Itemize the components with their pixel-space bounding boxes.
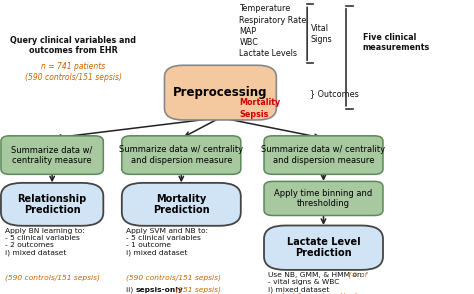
- Text: Query clinical variables and
outcomes from EHR: Query clinical variables and outcomes fr…: [10, 36, 137, 55]
- FancyBboxPatch shape: [1, 183, 103, 226]
- Text: Apply BN learning to:
- 5 clinical variables
- 2 outcomes
i) mixed dataset: Apply BN learning to: - 5 clinical varia…: [5, 228, 84, 256]
- FancyBboxPatch shape: [122, 183, 241, 226]
- Text: Summarize data w/ centrality
and dispersion measure: Summarize data w/ centrality and dispers…: [119, 146, 243, 165]
- Text: control & sepsis patients
varies w/ bin & thresh): control & sepsis patients varies w/ bin …: [268, 293, 361, 294]
- Text: (590 controls/151 sepsis): (590 controls/151 sepsis): [126, 275, 220, 281]
- Text: Relationship
Prediction: Relationship Prediction: [18, 193, 87, 215]
- Text: (590 controls/151 sepsis): (590 controls/151 sepsis): [5, 275, 100, 281]
- Text: (151 sepsis): (151 sepsis): [173, 287, 221, 293]
- Text: ii): ii): [126, 287, 135, 293]
- Text: Mortality
Prediction: Mortality Prediction: [153, 193, 210, 215]
- Text: sepsis-only: sepsis-only: [136, 287, 184, 293]
- FancyBboxPatch shape: [164, 65, 276, 120]
- Text: Use NB, GMM, & HMM on:
- vital signs & WBC
i) mixed dataset: Use NB, GMM, & HMM on: - vital signs & W…: [268, 272, 364, 293]
- Text: } Outcomes: } Outcomes: [310, 90, 359, 98]
- Text: Five clinical
measurements: Five clinical measurements: [363, 33, 430, 52]
- FancyBboxPatch shape: [264, 181, 383, 216]
- FancyBboxPatch shape: [264, 225, 383, 270]
- Text: Temperature
Respiratory Rate
MAP
WBC
Lactate Levels: Temperature Respiratory Rate MAP WBC Lac…: [239, 4, 307, 58]
- FancyBboxPatch shape: [1, 136, 103, 174]
- Text: (# of: (# of: [282, 272, 367, 278]
- FancyBboxPatch shape: [122, 136, 241, 174]
- Text: Summarize data w/
centrality measure: Summarize data w/ centrality measure: [11, 146, 93, 165]
- Text: Mortality
Sepsis: Mortality Sepsis: [239, 98, 281, 118]
- Text: Lactate Level
Prediction: Lactate Level Prediction: [287, 237, 360, 258]
- Text: n = 741 patients
(590 controls/151 sepsis): n = 741 patients (590 controls/151 sepsi…: [25, 62, 122, 82]
- Text: Apply time binning and
thresholding: Apply time binning and thresholding: [274, 189, 373, 208]
- Text: Summarize data w/ centrality
and dispersion measure: Summarize data w/ centrality and dispers…: [262, 146, 385, 165]
- FancyBboxPatch shape: [264, 136, 383, 174]
- Text: Preprocessing: Preprocessing: [173, 86, 268, 99]
- Text: Apply SVM and NB to:
- 5 clinical variables
- 1 outcome
i) mixed dataset: Apply SVM and NB to: - 5 clinical variab…: [126, 228, 208, 256]
- Text: Vital
Signs: Vital Signs: [310, 24, 332, 44]
